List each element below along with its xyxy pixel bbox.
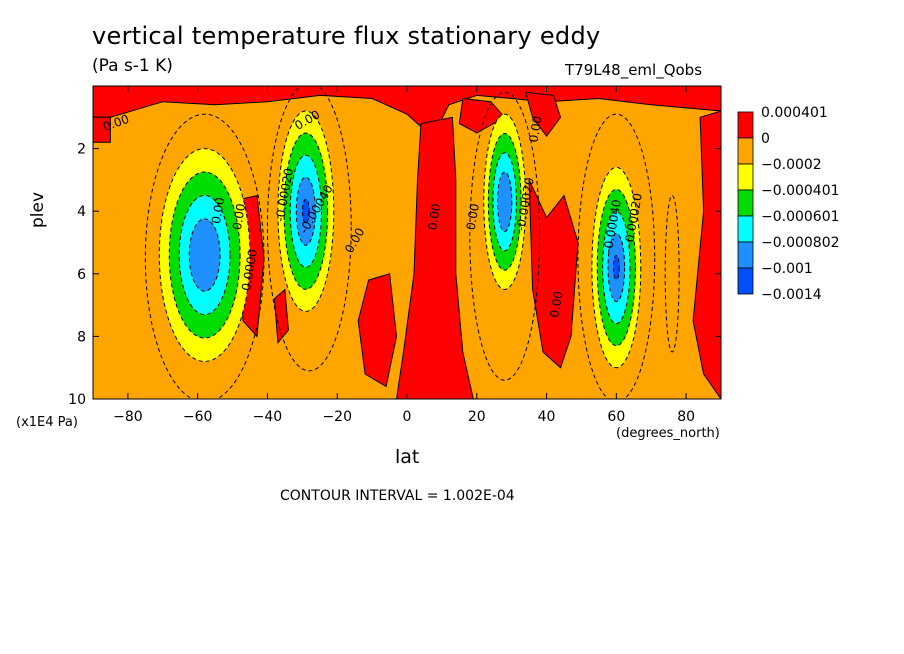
- legend-swatch: [737, 111, 754, 139]
- x-tick-label: 20: [468, 409, 486, 425]
- cell-sh-mid-level-5: [188, 218, 221, 292]
- legend-swatch: [737, 267, 754, 295]
- contour-label: 0.00: [547, 290, 565, 319]
- legend-swatch: [737, 189, 754, 217]
- positive-nh-upper: [458, 97, 506, 134]
- x-tick-label: 60: [607, 409, 625, 425]
- x-tick-label: −40: [253, 409, 283, 425]
- contour-interval-note: CONTOUR INTERVAL = 1.002E-04: [280, 488, 515, 504]
- positive-nh-upper-2: [524, 91, 562, 137]
- positive-left-top: [93, 116, 111, 143]
- y-tick-label: 4: [77, 204, 86, 220]
- legend-level-label: −0.001: [761, 261, 813, 277]
- contour-outline-2: [266, 86, 352, 372]
- units-label: (Pa s-1 K): [92, 56, 173, 76]
- x-axis-units: (degrees_north): [616, 426, 720, 441]
- contour-field: [93, 86, 721, 399]
- legend-level-label: 0: [761, 131, 770, 147]
- cell-nh-upper-level-5: [497, 171, 513, 233]
- contour-label: 0.00: [526, 115, 544, 144]
- x-tick-label: −20: [322, 409, 352, 425]
- y-tick-label: 10: [68, 392, 86, 408]
- x-axis-label: lat: [395, 446, 420, 468]
- contour-outline-5: [664, 195, 680, 353]
- x-tick-label: −80: [113, 409, 143, 425]
- x-tick-label: 80: [677, 409, 695, 425]
- axes: −80 −60 −40 −20 0 20 40 60 80 2 4 6 8 10: [68, 86, 721, 425]
- legend-swatch: [737, 241, 754, 269]
- positive-equatorial-column: [395, 116, 474, 399]
- cell-sh-upper-level-6: [301, 198, 310, 224]
- legend-level-label: −0.0014: [761, 287, 822, 303]
- y-tick-label: 6: [77, 267, 86, 283]
- legend-level-label: 0.000401: [761, 105, 828, 121]
- legend-level-label: −0.000401: [761, 183, 840, 199]
- legend-swatch: [737, 215, 754, 243]
- x-tick-label: 40: [538, 409, 556, 425]
- contour-outline-1: [144, 113, 265, 399]
- contour-outline-3: [469, 91, 541, 381]
- legend-level-label: −0.000802: [761, 235, 840, 251]
- contour-label: 0.00: [425, 202, 443, 231]
- cell-nh-mid-level-6: [612, 255, 620, 281]
- positive-nh-column: [528, 179, 579, 369]
- positive-right-edge: [692, 110, 721, 399]
- legend-swatch: [737, 163, 754, 191]
- contour-outline-4: [577, 113, 656, 399]
- legend-swatch: [737, 137, 754, 165]
- x-tick-label: 0: [403, 409, 412, 425]
- positive-sh-low: [357, 273, 398, 388]
- contour-label: 0.00: [230, 202, 248, 231]
- contour-label: 0.00: [209, 196, 227, 225]
- y-axis-units: (x1E4 Pa): [16, 415, 78, 430]
- color-legend: 0.000401 0 −0.0002 −0.000401 −0.000601 −0.000…: [737, 105, 840, 303]
- legend-level-label: −0.0002: [761, 157, 822, 173]
- chart-title: vertical temperature flux stationary edd…: [92, 22, 601, 50]
- run-label: T79L48_eml_Qobs: [565, 61, 703, 79]
- legend-level-label: −0.000601: [761, 209, 840, 225]
- contour-label: 0.00: [464, 202, 482, 231]
- y-tick-label: 8: [77, 329, 86, 345]
- x-tick-label: −60: [183, 409, 213, 425]
- y-tick-label: 2: [77, 142, 86, 158]
- positive-sh-small: [273, 288, 289, 344]
